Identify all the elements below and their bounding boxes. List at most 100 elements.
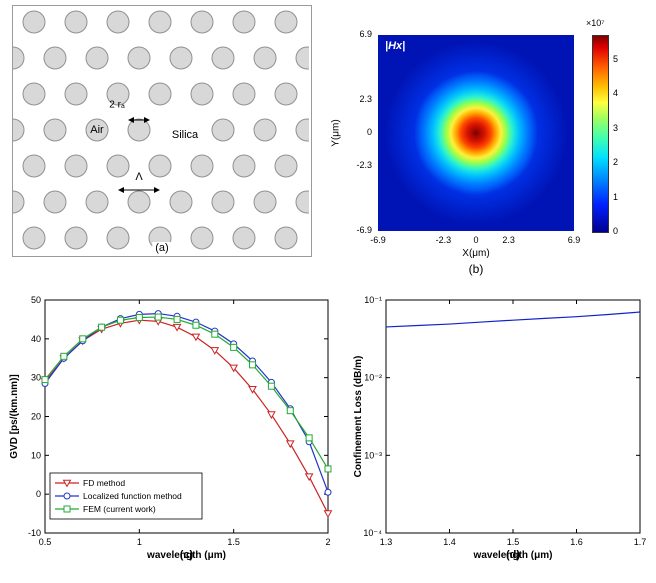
panel-fiber-cross-section: 2 rₐ Air Silica Λ (a) [12,5,312,257]
series-marker [324,488,332,496]
y-tick-label: 50 [31,295,41,305]
air-hole [106,154,130,178]
colorbar-tick-label: 2 [613,157,619,168]
air-hole [22,10,46,34]
colorbar [592,35,609,233]
air-hole [127,46,151,70]
y-tick-label: 20 [31,412,41,422]
x-tick-label: 1.4 [443,537,456,547]
x-tick-label: 1.6 [570,537,583,547]
panel-a-caption: (a) [152,242,172,254]
hole-diameter-label: 2 rₐ [109,99,125,111]
mode-y-tick-label: -2.3 [356,159,372,170]
air-hole [148,154,172,178]
series-marker [41,376,49,384]
mode-x-tick-label: -6.9 [370,235,386,245]
air-hole [43,118,67,142]
series-line [44,319,329,514]
series-marker [63,492,71,500]
mode-x-tick-label: 2.3 [502,235,515,245]
series-line [44,316,329,470]
silica-label: Silica [171,129,199,141]
series-marker [172,323,182,332]
mode-x-axis-label: X(μm) [462,248,490,259]
air-hole [232,154,256,178]
mode-y-tick-label: -6.9 [356,225,372,235]
series-marker [135,313,143,321]
mode-y-tick-label: 0 [366,127,372,137]
series-marker [98,323,106,331]
series-marker [173,315,181,323]
pitch-label: Λ [135,171,143,183]
panel-b-caption: (b) [468,262,484,276]
air-hole [64,154,88,178]
legend-label: Localized function method [83,491,182,501]
x-tick-label: 0.5 [39,537,52,547]
x-axis-label: wavelength (μm) [473,550,553,561]
air-hole [64,10,88,34]
air-hole [274,226,298,250]
series-marker [154,313,162,321]
air-hole [190,226,214,250]
gvd-chart: 0.5 1 1.5 2 -10 0 10 20 30 40 50 wavelength (μm) GVD… [9,295,333,561]
series-marker [191,333,201,342]
panel-caption: (d) [506,549,520,561]
air-hole [43,46,67,70]
series-marker [249,361,257,369]
air-hole [106,10,130,34]
air-hole [127,118,151,142]
colorbar-tick-label: 0 [613,226,619,236]
series-marker [248,386,257,394]
air-hole-lattice [13,10,309,250]
y-tick-label: -10 [28,528,41,538]
air-hole [13,46,25,70]
air-hole [106,82,130,106]
y-tick-label: 10⁻⁴ [363,528,382,538]
air-hole [169,190,193,214]
air-hole [253,46,277,70]
confinement-loss-chart: 1.3 1.4 1.5 1.6 1.7 10⁻¹ 10⁻² 10⁻³ 10⁻⁴ wavelengt… [353,295,647,561]
colorbar-tick-label: 1 [613,191,619,202]
colorbar-exponent-label: ×10⁷ [586,18,605,28]
colorbar-tick-label: 4 [613,88,619,99]
air-hole [211,190,235,214]
air-hole [22,154,46,178]
panel-confinement-loss-chart: 1.3 1.4 1.5 1.6 1.7 10⁻¹ 10⁻² 10⁻³ 10⁻⁴ wavelengt… [352,290,652,562]
y-tick-label: 10⁻¹ [364,295,382,305]
mode-y-tick-label: 6.9 [359,29,372,39]
air-hole [274,10,298,34]
air-hole [190,154,214,178]
colorbar-tick-label: 3 [613,122,619,133]
mode-x-tick-label: 6.9 [567,235,581,245]
x-tick-label: 2 [325,537,330,547]
panel-caption: (c) [180,549,194,561]
pitch-arrow [154,187,160,193]
series-marker [192,321,200,329]
air-hole [274,154,298,178]
colorbar-tick-label: 5 [613,54,619,65]
series-marker [285,440,295,449]
y-tick-label: 10⁻³ [364,450,382,460]
air-hole [253,118,277,142]
legend-label: FD method [83,478,125,488]
air-hole [22,226,46,250]
series-marker [229,364,239,373]
series-marker [230,343,238,351]
air-hole [85,46,109,70]
air-hole [148,10,172,34]
air-hole [106,226,130,250]
air-hole [253,190,277,214]
air-hole [295,118,309,142]
air-hole [64,82,88,106]
series-line [385,311,641,328]
air-hole [13,190,25,214]
x-tick-label: 1.7 [634,537,647,547]
series-marker [60,352,68,360]
air-hole [85,118,109,142]
y-tick-label: 40 [31,334,41,344]
mode-y-tick-label: 2.3 [359,94,372,105]
mode-field-heatmap: |Hx| [378,35,574,231]
series-marker [210,347,220,355]
x-tick-label: 1 [137,537,142,547]
